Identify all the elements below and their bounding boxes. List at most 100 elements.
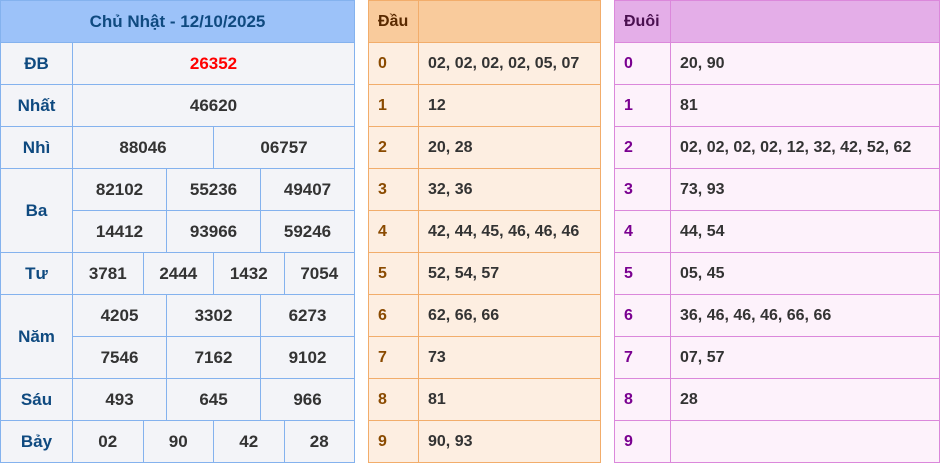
duoi-values: 81 <box>670 84 940 127</box>
dau-row: 5 52, 54, 57 <box>368 252 601 295</box>
duoi-digit: 7 <box>614 336 671 379</box>
duoi-digit: 0 <box>614 42 671 85</box>
dau-row: 3 32, 36 <box>368 168 601 211</box>
dau-header: Đầu <box>368 0 419 43</box>
prize-number: 14412 <box>72 210 167 253</box>
prize-number: 7546 <box>72 336 167 379</box>
dau-row: 1 12 <box>368 84 601 127</box>
dau-digit: 1 <box>368 84 419 127</box>
duoi-digit: 3 <box>614 168 671 211</box>
prize-number: 26352 <box>72 42 355 85</box>
duoi-values: 44, 54 <box>670 210 940 253</box>
prize-number: 88046 <box>72 126 214 169</box>
dau-values: 81 <box>418 378 601 421</box>
dau-digit: 9 <box>368 420 419 463</box>
dau-digit: 6 <box>368 294 419 337</box>
dau-digit: 5 <box>368 252 419 295</box>
duoi-row: 9 <box>614 420 940 463</box>
prize-row: Nhất 46620 <box>0 84 355 127</box>
prize-number: 2444 <box>142 252 214 295</box>
prize-number: 06757 <box>213 126 355 169</box>
prize-row: Năm 4205 3302 6273 <box>0 294 355 379</box>
dau-values: 02, 02, 02, 02, 05, 07 <box>418 42 601 85</box>
results-title: Chủ Nhật - 12/10/2025 <box>0 0 355 43</box>
prize-number: 28 <box>283 420 355 463</box>
prize-number: 3781 <box>72 252 144 295</box>
duoi-digit: 8 <box>614 378 671 421</box>
duoi-values: 36, 46, 46, 46, 66, 66 <box>670 294 940 337</box>
duoi-values <box>670 420 940 463</box>
dau-row: 4 42, 44, 45, 46, 46, 46 <box>368 210 601 253</box>
dau-digit: 4 <box>368 210 419 253</box>
prize-row: Ba 82102 55236 49407 <box>0 168 355 253</box>
prize-row: Sáu 493 645 966 <box>0 378 355 421</box>
prize-number: 966 <box>260 378 355 421</box>
dau-digit: 8 <box>368 378 419 421</box>
dau-digit: 7 <box>368 336 419 379</box>
prize-label: Bảy <box>0 420 73 463</box>
dau-values: 90, 93 <box>418 420 601 463</box>
dau-digit: 3 <box>368 168 419 211</box>
dau-digit: 2 <box>368 126 419 169</box>
duoi-digit: 6 <box>614 294 671 337</box>
duoi-values: 02, 02, 02, 02, 12, 32, 42, 52, 62 <box>670 126 940 169</box>
prize-number: 82102 <box>72 168 167 211</box>
dau-row: 7 73 <box>368 336 601 379</box>
prize-number: 493 <box>72 378 167 421</box>
dau-row: 9 90, 93 <box>368 420 601 463</box>
dau-row: 6 62, 66, 66 <box>368 294 601 337</box>
prize-label: Năm <box>0 294 73 379</box>
prize-number: 46620 <box>72 84 355 127</box>
results-table: Chủ Nhật - 12/10/2025 ĐB 26352 Nhất 46620 Nh… <box>0 0 355 463</box>
duoi-values: 20, 90 <box>670 42 940 85</box>
prize-number: 59246 <box>260 210 355 253</box>
duoi-row: 7 07, 57 <box>614 336 940 379</box>
duoi-row: 0 20, 90 <box>614 42 940 85</box>
prize-row: Tư 3781 2444 1432 7054 <box>0 252 355 295</box>
dau-values: 62, 66, 66 <box>418 294 601 337</box>
dau-table: Đầu 0 02, 02, 02, 02, 05, 07 1 12 2 20, 28 3 32… <box>368 0 601 463</box>
prize-label: Ba <box>0 168 73 253</box>
prize-row: 7546 7162 9102 <box>1 336 355 379</box>
duoi-values: 73, 93 <box>670 168 940 211</box>
duoi-row: 6 36, 46, 46, 46, 66, 66 <box>614 294 940 337</box>
duoi-digit: 4 <box>614 210 671 253</box>
prize-label: Tư <box>0 252 73 295</box>
prize-number: 93966 <box>166 210 261 253</box>
duoi-values: 07, 57 <box>670 336 940 379</box>
duoi-digit: 2 <box>614 126 671 169</box>
duoi-table: Đuôi 0 20, 90 1 81 2 02, 02, 02, 02, 12, 32, … <box>614 0 940 463</box>
prize-label: Sáu <box>0 378 73 421</box>
prize-number: 4205 <box>72 294 167 337</box>
prize-number: 7054 <box>283 252 355 295</box>
prize-row: Bảy 02 90 42 28 <box>0 420 355 463</box>
prize-number: 49407 <box>260 168 355 211</box>
prize-number: 645 <box>166 378 261 421</box>
duoi-values: 05, 45 <box>670 252 940 295</box>
duoi-values: 28 <box>670 378 940 421</box>
dau-values: 20, 28 <box>418 126 601 169</box>
prize-number: 7162 <box>166 336 261 379</box>
prize-number: 90 <box>142 420 214 463</box>
dau-row: 8 81 <box>368 378 601 421</box>
dau-values: 42, 44, 45, 46, 46, 46 <box>418 210 601 253</box>
prize-row: 14412 93966 59246 <box>1 210 355 253</box>
dau-values: 52, 54, 57 <box>418 252 601 295</box>
prize-number: 3302 <box>166 294 261 337</box>
dau-digit: 0 <box>368 42 419 85</box>
prize-label: Nhất <box>0 84 73 127</box>
prize-label: ĐB <box>0 42 73 85</box>
duoi-row: 1 81 <box>614 84 940 127</box>
prize-number: 02 <box>72 420 144 463</box>
dau-values: 73 <box>418 336 601 379</box>
duoi-row: 8 28 <box>614 378 940 421</box>
duoi-row: 4 44, 54 <box>614 210 940 253</box>
prize-number: 42 <box>213 420 285 463</box>
duoi-header: Đuôi <box>614 0 671 43</box>
dau-values: 32, 36 <box>418 168 601 211</box>
duoi-row: 2 02, 02, 02, 02, 12, 32, 42, 52, 62 <box>614 126 940 169</box>
dau-values: 12 <box>418 84 601 127</box>
prize-number: 55236 <box>166 168 261 211</box>
dau-row: 2 20, 28 <box>368 126 601 169</box>
prize-number: 1432 <box>213 252 285 295</box>
